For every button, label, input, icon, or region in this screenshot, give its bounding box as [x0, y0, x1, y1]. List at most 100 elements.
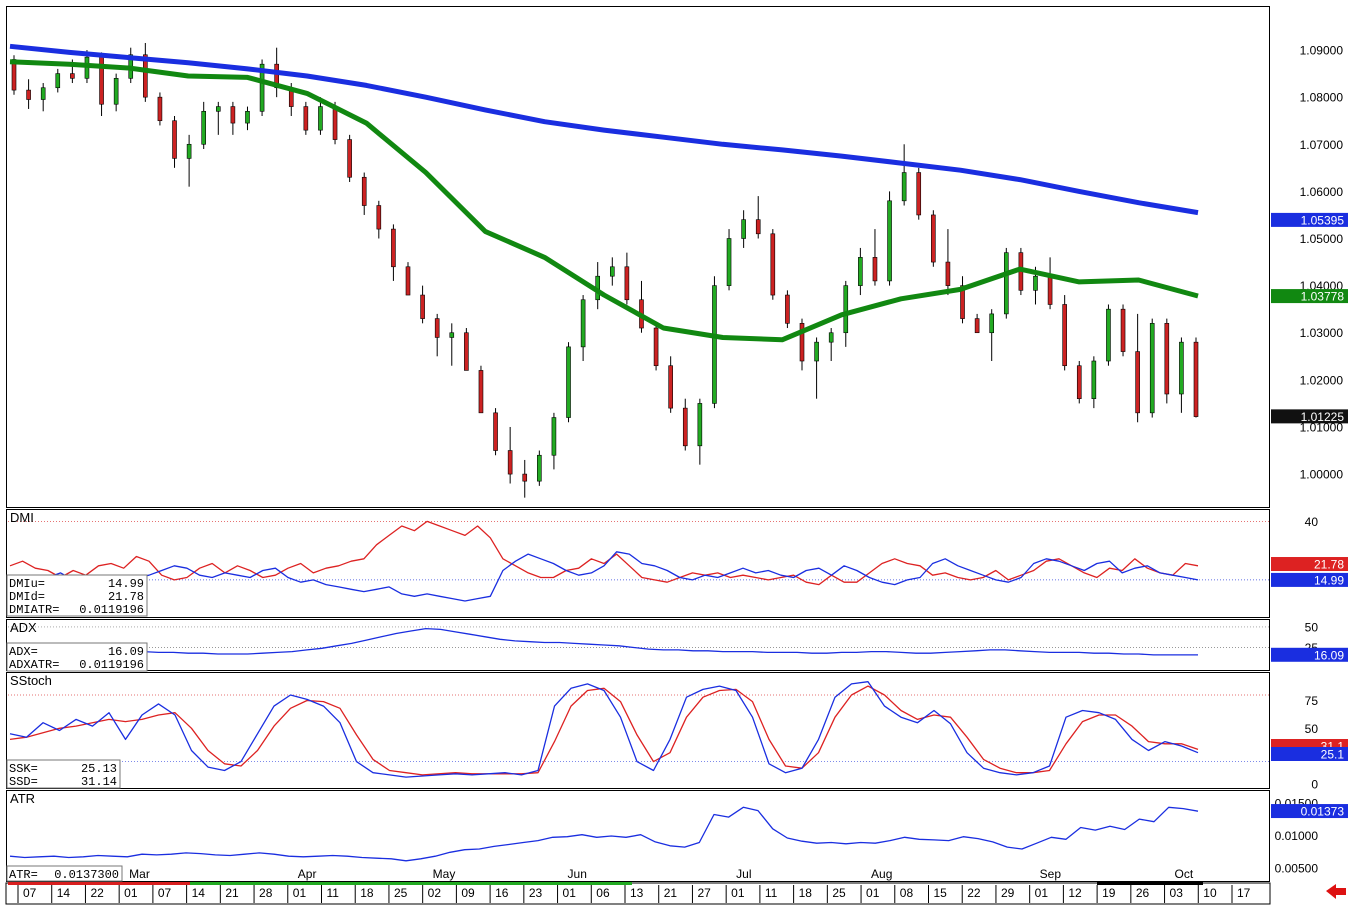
candle-body	[1120, 308, 1126, 352]
adx-readout-label: ADX=	[9, 645, 38, 659]
price-y-tick-label: 1.08000	[1300, 91, 1344, 105]
atr-value-tag-label: 0.01373	[1301, 805, 1345, 819]
candle-body	[814, 341, 819, 362]
date-axis-month-label: Jul	[736, 867, 751, 881]
candle-body	[624, 266, 630, 301]
candle-body	[974, 318, 980, 334]
candle-body	[960, 285, 965, 319]
candle-body	[858, 257, 863, 286]
candle-body	[464, 332, 469, 371]
sstoch-y-tick-label: 50	[1305, 722, 1319, 736]
atr-readout-box	[6, 865, 123, 882]
candle-body	[566, 346, 571, 418]
dmi-readout-box	[6, 574, 148, 617]
sstoch-readout-label: SSD=	[9, 775, 38, 789]
date-axis-day-label: 29	[1001, 886, 1015, 900]
atr-line	[9, 806, 1199, 862]
date-axis-day-label: 06	[596, 886, 610, 900]
dmi-plus-line	[9, 551, 1199, 602]
date-axis-day-label: 25	[832, 886, 846, 900]
date-axis-day-label: 01	[731, 886, 745, 900]
candle-body	[40, 87, 46, 100]
candle-body	[1033, 275, 1038, 291]
candle-body	[916, 172, 922, 216]
candle-body	[347, 139, 352, 178]
sstoch-readout-label: SSK=	[9, 762, 38, 776]
candle-body	[682, 407, 688, 447]
dmi-value-tag	[1271, 557, 1348, 572]
date-axis-day-label: 15	[934, 886, 948, 900]
date-axis-day-label: 13	[630, 886, 644, 900]
dmi-minus-line	[9, 520, 1199, 586]
date-axis-day-label: 01	[866, 886, 880, 900]
price-value-tag	[1271, 409, 1348, 424]
atr-y-tick-label: 0.00500	[1275, 861, 1319, 875]
candle-body	[1091, 360, 1097, 400]
date-axis-day-label: 22	[967, 886, 981, 900]
dmi-y-tick-label: 40	[1305, 515, 1319, 529]
candle-body	[332, 106, 338, 140]
candle-body	[143, 54, 148, 98]
date-axis-month-label: Mar	[129, 867, 150, 881]
price-value-tag-label: 1.01225	[1301, 410, 1345, 424]
price-y-tick-label: 1.06000	[1300, 185, 1344, 199]
sstoch-value-tag	[1271, 747, 1348, 761]
date-axis-day-label: 22	[90, 886, 104, 900]
candle-body	[537, 454, 542, 482]
candle-body	[931, 214, 936, 263]
atr-panel	[6, 790, 1270, 882]
candle-body	[186, 143, 192, 159]
candle-body	[741, 219, 746, 239]
candle-body	[989, 313, 995, 334]
price-value-tag-label: 1.05395	[1301, 213, 1345, 227]
dmi-readout-label: DMId=	[9, 590, 45, 604]
date-axis-day-label: 01	[1035, 886, 1049, 900]
candle-body	[887, 200, 892, 282]
candle-body	[901, 172, 907, 202]
dmi-readout-value: 0.0119196	[79, 603, 144, 617]
adx-readout-value: 16.09	[108, 645, 144, 659]
price-value-tag	[1271, 212, 1348, 227]
candle-body	[434, 318, 440, 338]
candle-body	[755, 219, 761, 235]
date-axis-month-label: Apr	[298, 867, 317, 881]
date-axis-day-label: 02	[428, 886, 442, 900]
moving-average-long-line	[9, 43, 1199, 216]
candle-body	[1164, 323, 1170, 395]
date-axis-day-label: 19	[1102, 886, 1116, 900]
candle-body	[580, 299, 586, 348]
sstoch-title: SStoch	[10, 673, 52, 688]
candle-body	[361, 176, 367, 206]
candle-body	[493, 412, 498, 451]
date-axis-day-label: 16	[495, 886, 509, 900]
dmi-value-tag-label: 21.78	[1314, 558, 1344, 572]
date-axis-day-label: 11	[765, 886, 778, 900]
date-axis-day-label: 10	[1203, 886, 1217, 900]
sstoch-value-tag-label: 25.1	[1321, 748, 1345, 762]
candle-body	[449, 332, 455, 338]
candle-body	[945, 261, 951, 286]
candle-body	[609, 266, 615, 277]
candle-body	[726, 238, 732, 286]
candle-body	[1003, 252, 1009, 315]
atr-readout-value: 0.0137300	[54, 868, 119, 882]
date-axis-day-label: 14	[57, 886, 71, 900]
candle-body	[1179, 341, 1184, 395]
candle-body	[157, 96, 163, 122]
adx-value-tag-label: 16.09	[1314, 648, 1344, 662]
candle-body	[697, 403, 703, 447]
candle-body	[1193, 341, 1199, 417]
sstoch-y-tick-label: 75	[1305, 694, 1319, 708]
date-axis-day-label: 14	[192, 886, 206, 900]
price-y-tick-label: 1.07000	[1300, 138, 1344, 152]
sstoch-y-tick-label: 0	[1311, 777, 1318, 791]
adx-readout-label: ADXATR=	[9, 658, 59, 672]
date-axis-stripe	[1097, 882, 1203, 885]
candle-body	[259, 63, 265, 112]
scroll-right-arrow-icon[interactable]	[1326, 884, 1346, 899]
date-axis-day-label: 03	[1170, 886, 1184, 900]
price-y-tick-label: 1.03000	[1300, 326, 1344, 340]
atr-title: ATR	[10, 791, 35, 806]
candle-body	[318, 106, 323, 131]
